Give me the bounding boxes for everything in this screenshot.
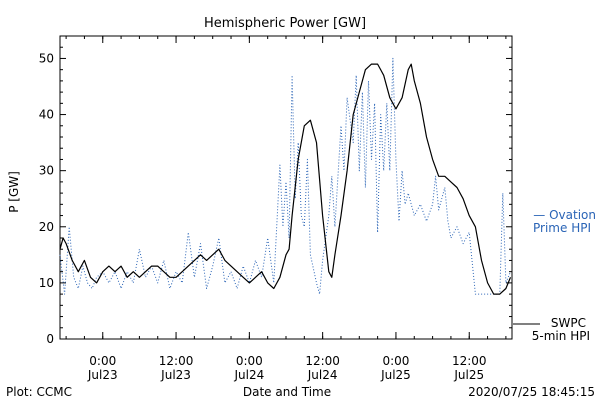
y-tick-label: 20 <box>39 220 54 234</box>
y-axis-label: P [GW] <box>7 171 21 213</box>
y-tick-label: 30 <box>39 164 54 178</box>
x-axis-label: Date and Time <box>243 385 331 399</box>
y-tick-label: 50 <box>39 51 54 65</box>
x-tick-time-label: 12:00 <box>159 354 194 368</box>
x-tick-time-label: 0:00 <box>89 354 116 368</box>
x-tick-time-label: 12:00 <box>452 354 487 368</box>
footer-timestamp: 2020/07/25 18:45:15 <box>468 385 595 399</box>
footer-plot-credit: Plot: CCMC <box>6 385 72 399</box>
y-axis-ticks: 0 10 20 30 40 50 <box>39 46 512 346</box>
legend-ovation-line2: Prime HPI <box>533 221 591 235</box>
x-tick-date-label: Jul23 <box>160 368 191 382</box>
legend-swpc-line2: 5-min HPI <box>532 329 590 343</box>
series-line-ovation-prime <box>59 57 511 295</box>
chart-title: Hemispheric Power [GW] <box>204 16 366 31</box>
x-tick-date-label: Jul25 <box>380 368 411 382</box>
y-tick-label: 0 <box>46 332 54 346</box>
x-tick-date-label: Jul23 <box>87 368 118 382</box>
x-tick-date-label: Jul24 <box>307 368 338 382</box>
y-tick-label: 10 <box>39 276 54 290</box>
x-tick-time-label: 0:00 <box>236 354 263 368</box>
series-line-swpc <box>59 63 512 295</box>
legend-swpc-line1: SWPC <box>551 316 586 330</box>
x-tick-time-label: 12:00 <box>305 354 340 368</box>
y-tick-label: 40 <box>39 108 54 122</box>
x-tick-time-label: 0:00 <box>382 354 409 368</box>
x-axis-ticks: 0:00Jul2312:00Jul230:00Jul2412:00Jul240:… <box>65 36 507 382</box>
series-layer <box>59 57 512 295</box>
legend-ovation-line1: — Ovation <box>533 208 596 222</box>
legend: — Ovation Prime HPI SWPC 5-min HPI <box>513 208 596 343</box>
x-tick-date-label: Jul24 <box>233 368 264 382</box>
x-tick-date-label: Jul25 <box>453 368 484 382</box>
